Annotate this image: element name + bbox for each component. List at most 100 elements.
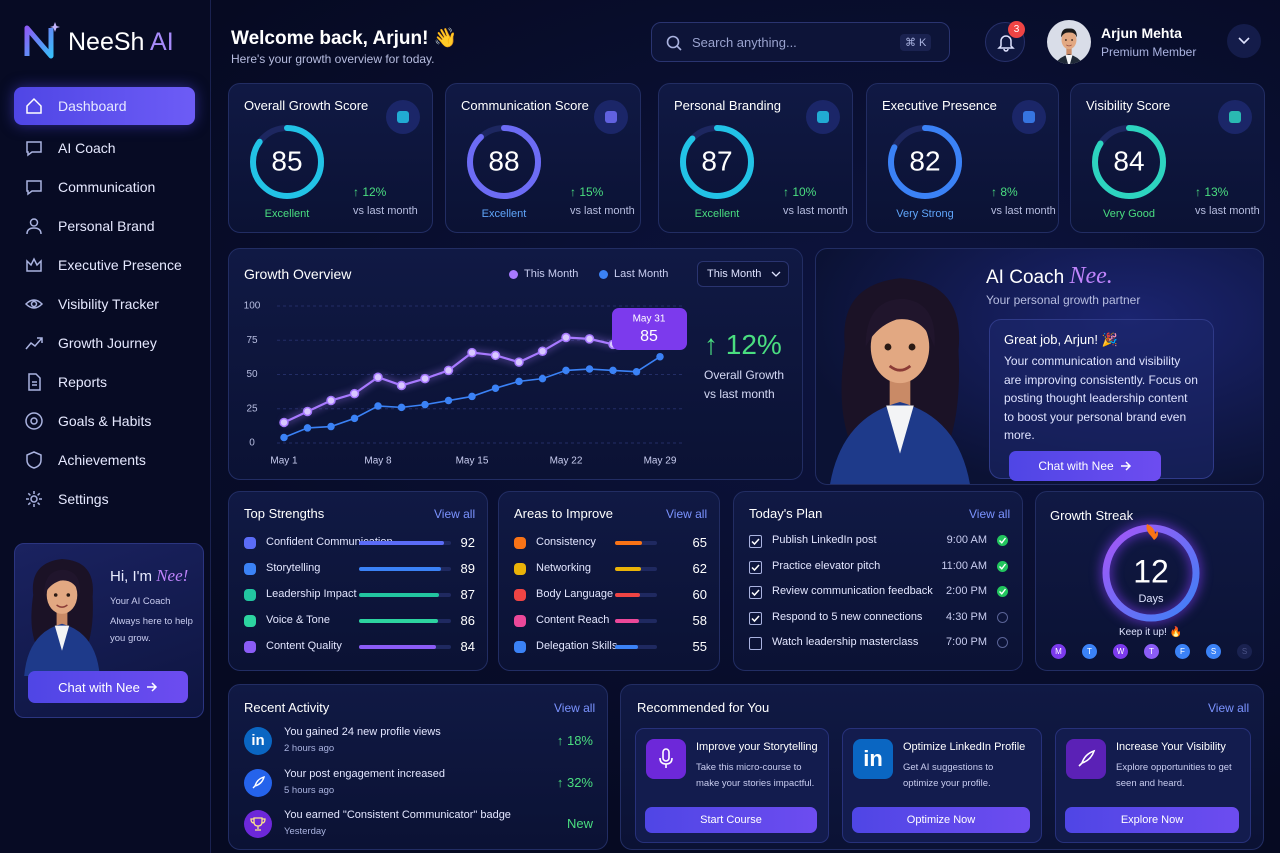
item-value: 87	[460, 587, 475, 602]
card-title: Executive Presence	[882, 98, 997, 113]
recommendation-button[interactable]: Explore Now	[1065, 807, 1239, 833]
score-ring	[888, 125, 962, 199]
promo-button[interactable]: Chat with Nee	[28, 671, 188, 703]
task-status	[997, 637, 1008, 648]
nav-item[interactable]: Visibility Tracker	[14, 285, 195, 323]
nav-item[interactable]: Goals & Habits	[14, 402, 195, 440]
score-value: 85	[271, 145, 302, 176]
icon	[25, 337, 43, 350]
areas-to-improve-panel: Areas to Improve View all Consistency 65 Net…	[498, 491, 720, 671]
icon	[26, 97, 42, 114]
task-time: 2:00 PM	[946, 585, 987, 597]
progress-bar	[359, 645, 437, 649]
growth-streak-panel: Growth Streak 12 Days Keep it up! 🔥 M T W T F S S	[1035, 491, 1264, 671]
icon: 12 Days	[1102, 524, 1200, 622]
check	[751, 563, 760, 571]
legend-label: Last Month	[614, 268, 669, 280]
icon	[26, 141, 42, 157]
icon	[28, 373, 41, 391]
welcome-subtitle: Here's your growth overview for today.	[231, 52, 435, 66]
task-time: 4:30 PM	[946, 610, 987, 623]
line-point	[467, 347, 477, 358]
eye	[53, 593, 58, 597]
checkbox[interactable]	[749, 637, 762, 650]
nav-label: Visibility Tracker	[58, 296, 159, 312]
icon: 85	[250, 125, 324, 199]
progress-bar	[615, 593, 641, 597]
line-point	[326, 395, 336, 406]
card-title: Communication Score	[461, 98, 589, 113]
icon	[999, 588, 1007, 595]
item-icon	[514, 589, 526, 601]
chart-dropdown[interactable]: This Month	[697, 261, 789, 287]
view-all-link[interactable]: View all	[554, 701, 596, 715]
search-box[interactable]: Search anything... ⌘ K	[651, 22, 950, 62]
activity-change: ↑ 18%	[556, 733, 593, 748]
score-value: 87	[701, 145, 732, 176]
todays-plan-panel: Today's Plan View all Publish LinkedIn pos…	[733, 491, 1023, 671]
checkbox[interactable]	[749, 560, 762, 574]
tooltip-value: 85	[640, 328, 658, 345]
x-tick-label: May 15	[456, 456, 489, 467]
recommendation-button[interactable]: Optimize Now	[852, 807, 1030, 833]
recommendation-icon	[1066, 739, 1106, 779]
icon	[24, 299, 44, 309]
check	[751, 538, 760, 546]
handle	[676, 45, 682, 51]
view-all-link[interactable]: View all	[434, 507, 476, 521]
icon	[771, 271, 781, 277]
nav-item[interactable]: Dashboard	[14, 87, 195, 125]
checkbox[interactable]	[749, 586, 762, 599]
nav-item[interactable]: Executive Presence	[14, 246, 195, 284]
coach-button[interactable]: Chat with Nee	[1009, 451, 1161, 481]
eye	[66, 593, 71, 597]
line-point	[279, 417, 289, 428]
mic	[659, 748, 673, 768]
recommendation-button[interactable]: Start Course	[645, 807, 817, 833]
promo-role: Your AI Coach	[110, 596, 171, 607]
face	[46, 576, 78, 614]
checkbox[interactable]	[749, 611, 762, 625]
icon	[24, 22, 60, 59]
icon: 87	[680, 125, 754, 199]
view-all-link[interactable]: View all	[666, 507, 708, 521]
progress-bar	[359, 567, 441, 571]
line-point	[396, 380, 407, 391]
nav-item[interactable]: Achievements	[14, 441, 195, 479]
line-point	[303, 424, 312, 432]
icon	[999, 537, 1007, 544]
nav-item[interactable]: Growth Journey	[14, 324, 195, 362]
icon-glyph	[605, 111, 617, 123]
card-icon	[594, 100, 628, 134]
line-point	[491, 384, 500, 392]
line-point	[280, 433, 288, 442]
weekday: W	[1113, 644, 1128, 659]
icon	[1023, 111, 1035, 123]
task-time: 11:00 AM	[941, 559, 987, 572]
streak-days: 12	[1133, 553, 1169, 589]
user-menu[interactable]	[1227, 24, 1261, 58]
legend-dot	[599, 270, 608, 279]
line-point	[397, 403, 406, 412]
check	[751, 614, 760, 622]
nav-item[interactable]: Personal Brand	[14, 207, 195, 245]
nav-item[interactable]: Communication	[14, 168, 195, 206]
y-tick-label: 25	[246, 403, 258, 414]
nav-item[interactable]: Reports	[14, 363, 195, 401]
view-all-link[interactable]: View all	[1208, 701, 1250, 715]
nav-label: Executive Presence	[58, 257, 182, 273]
check	[999, 588, 1007, 595]
recommendation-icon: in	[853, 739, 893, 779]
line-point	[538, 374, 547, 383]
recommendation-text: Explore opportunities to get seen and he…	[1116, 762, 1232, 789]
notification-badge: 3	[1008, 21, 1025, 38]
item-value: 84	[460, 639, 475, 654]
view-all-link[interactable]: View all	[969, 507, 1011, 521]
nav-item[interactable]: Settings	[14, 480, 195, 518]
nav-item[interactable]: AI Coach	[14, 129, 195, 167]
eye	[1065, 39, 1067, 41]
logo-spark	[50, 22, 60, 32]
line-point	[421, 400, 429, 409]
score-rating: Excellent	[694, 208, 740, 220]
checkbox[interactable]	[749, 535, 762, 548]
